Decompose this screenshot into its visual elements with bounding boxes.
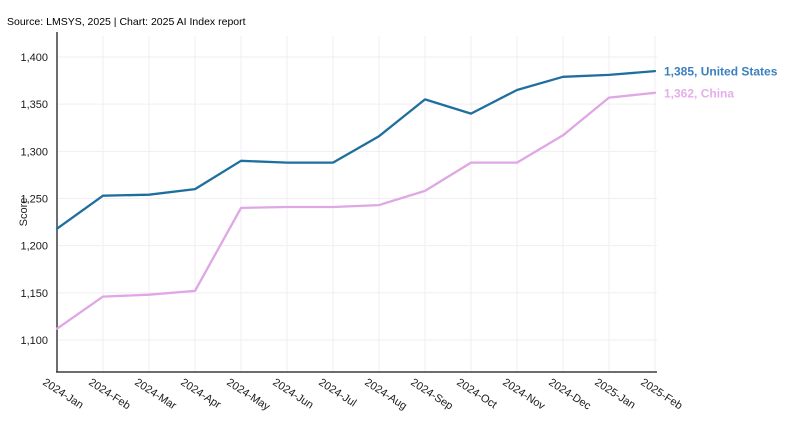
y-tick-label: 1,300: [20, 146, 48, 158]
x-tick-label: 2024-Oct: [454, 376, 498, 411]
x-tick-label: 2024-Nov: [500, 376, 547, 412]
y-tick-label: 1,100: [20, 335, 48, 347]
x-tick-label: 2024-Aug: [362, 376, 409, 412]
x-tick-label: 2024-Mar: [132, 376, 178, 412]
y-tick-label: 1,250: [20, 193, 48, 205]
series-end-labels: 1,385, United States 1,362, China: [664, 65, 778, 101]
united-states-end-label: 1,385, United States: [664, 65, 778, 79]
vertical-gridlines: [56, 36, 656, 372]
x-tick-label: 2024-Feb: [86, 376, 132, 412]
china-line: [55, 91, 657, 330]
y-axis-tick-labels: 1,100 1,150 1,200 1,250 1,300 1,350 1,400: [20, 52, 48, 347]
x-tick-label: 2025-Jan: [592, 376, 637, 411]
china-end-label: 1,362, China: [664, 86, 734, 100]
x-tick-label: 2024-Apr: [178, 376, 223, 411]
x-tick-label: 2025-Feb: [638, 376, 684, 412]
y-tick-label: 1,350: [20, 99, 48, 111]
source-attribution: Source: LMSYS, 2025 | Chart: 2025 AI Ind…: [7, 16, 246, 28]
united-states-line: [55, 69, 657, 230]
y-tick-label: 1,400: [20, 52, 48, 64]
x-tick-label: 2024-Jul: [316, 376, 358, 409]
y-axis-title: Score: [18, 198, 30, 227]
data-lines: [55, 69, 657, 330]
x-tick-label: 2024-May: [224, 376, 272, 413]
x-axis-tick-labels: 2024-Jan 2024-Feb 2024-Mar 2024-Apr 2024-May…: [40, 376, 684, 413]
x-tick-label: 2024-Dec: [546, 376, 593, 412]
horizontal-gridlines: [57, 56, 657, 341]
x-tick-label: 2024-Jun: [270, 376, 315, 411]
y-tick-label: 1,150: [20, 288, 48, 300]
y-tick-label: 1,200: [20, 241, 48, 253]
x-tick-label: 2024-Jan: [40, 376, 85, 411]
x-tick-label: 2024-Sep: [408, 376, 455, 412]
